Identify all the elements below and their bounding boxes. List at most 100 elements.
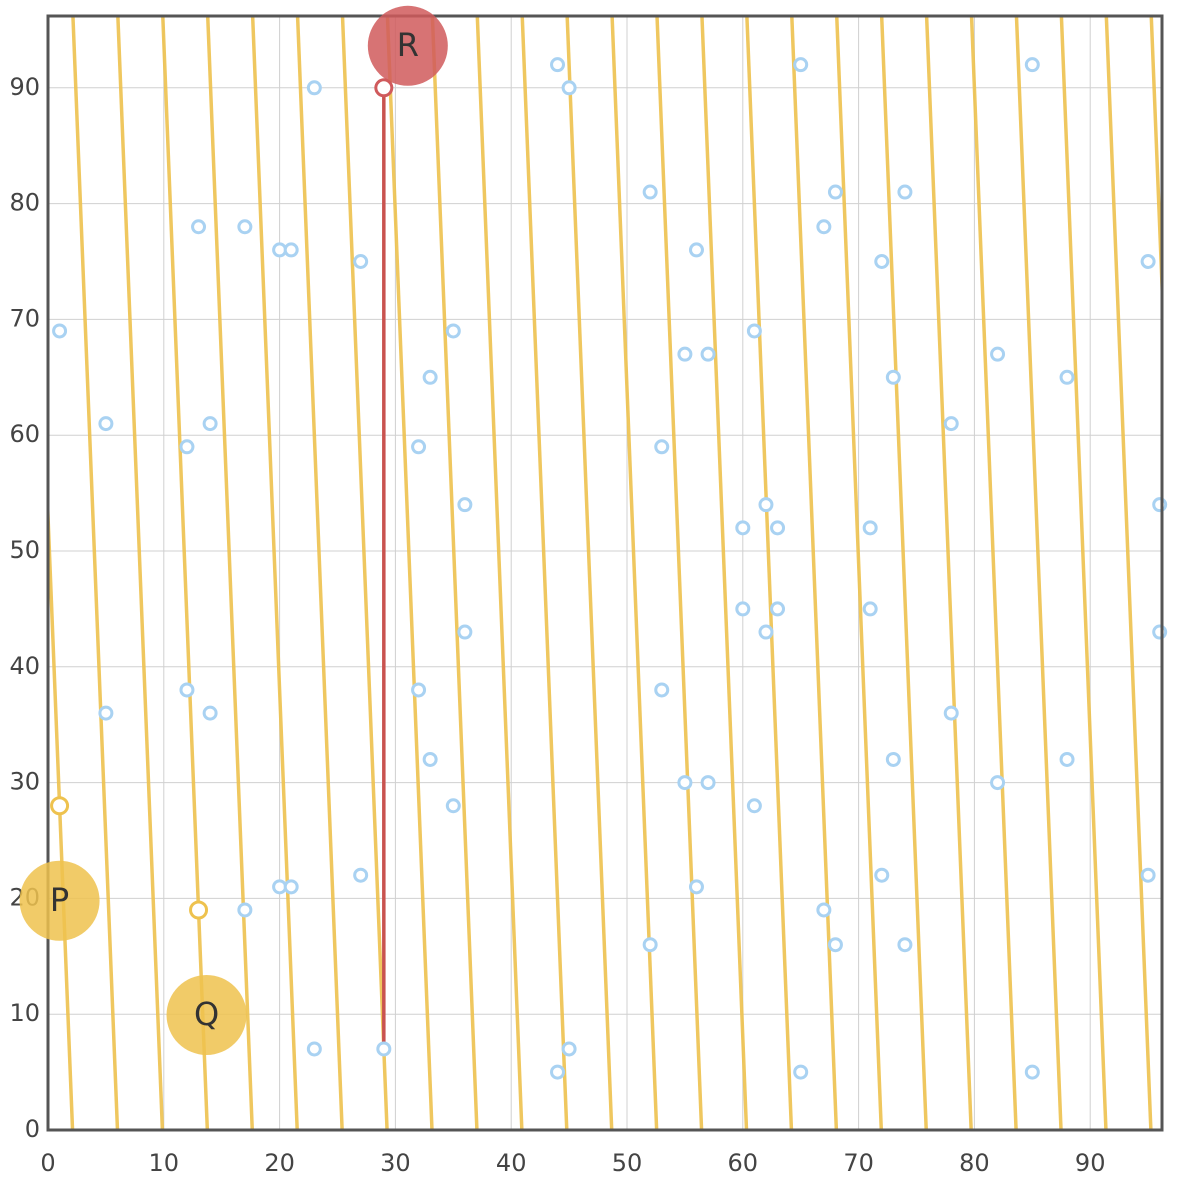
curve-point <box>827 184 843 200</box>
chord-line <box>161 16 210 1130</box>
chord-line <box>250 16 299 1130</box>
curve-point <box>758 624 774 640</box>
curve-point <box>353 253 369 269</box>
curve-point <box>98 705 114 721</box>
y-tick-label: 70 <box>9 304 40 332</box>
curve-point <box>874 253 890 269</box>
curve-point <box>885 369 901 385</box>
curve-point <box>306 1041 322 1057</box>
curve-point <box>306 80 322 96</box>
curve-point <box>1059 369 1075 385</box>
plot-frame <box>46 14 1164 1132</box>
curve-point <box>862 520 878 536</box>
curve-point <box>98 416 114 432</box>
point-label: Q <box>194 995 219 1033</box>
curve-point <box>746 323 762 339</box>
curve-point <box>990 346 1006 362</box>
chord-line <box>475 16 524 1130</box>
curve-point <box>897 937 913 953</box>
curve-point <box>770 520 786 536</box>
line-group <box>0 4 1162 1141</box>
curve-point <box>816 902 832 918</box>
chord-line <box>48 472 75 1130</box>
chord-line <box>1059 16 1108 1130</box>
curve-point <box>943 416 959 432</box>
curve-point <box>700 775 716 791</box>
curve-point <box>202 416 218 432</box>
curve-point <box>445 323 461 339</box>
y-tick-label: 10 <box>9 999 40 1027</box>
curve-point <box>283 242 299 258</box>
curve-point <box>445 798 461 814</box>
y-tick-label: 40 <box>9 652 40 680</box>
curve-point <box>457 624 473 640</box>
chord-line <box>295 16 344 1130</box>
special-point <box>50 796 70 816</box>
curve-point <box>457 497 473 513</box>
curve-point <box>688 242 704 258</box>
chord-line <box>745 16 794 1130</box>
curve-point <box>283 879 299 895</box>
curve-point <box>550 57 566 73</box>
chord-line <box>700 16 749 1130</box>
curve-point <box>654 439 670 455</box>
chord-line <box>1104 16 1153 1130</box>
x-tick-label: 0 <box>40 1149 55 1177</box>
curve-point <box>816 219 832 235</box>
chord-line <box>790 16 839 1130</box>
chord-line <box>924 16 973 1130</box>
special-point <box>374 78 394 98</box>
x-tick-label: 90 <box>1075 1149 1106 1177</box>
curve-point <box>202 705 218 721</box>
x-tick-label: 40 <box>496 1149 527 1177</box>
curve-point <box>827 937 843 953</box>
curve-point <box>422 369 438 385</box>
x-tick-label: 30 <box>380 1149 411 1177</box>
y-tick-label: 50 <box>9 536 40 564</box>
y-tick-label: 60 <box>9 420 40 448</box>
curve-point <box>422 751 438 767</box>
curve-point <box>1059 751 1075 767</box>
curve-point <box>237 219 253 235</box>
curve-point <box>793 57 809 73</box>
curve-point <box>735 601 751 617</box>
curve-point <box>758 497 774 513</box>
curve-point <box>677 346 693 362</box>
chord-line <box>610 16 659 1130</box>
curve-point <box>561 1041 577 1057</box>
curve-point <box>943 705 959 721</box>
curve-point <box>862 601 878 617</box>
chord-line <box>71 16 120 1130</box>
curve-point <box>376 1041 392 1057</box>
point-badge <box>367 5 448 86</box>
curve-point <box>52 323 68 339</box>
curve-point <box>642 937 658 953</box>
curve-point <box>1140 867 1156 883</box>
curve-point <box>885 751 901 767</box>
curve-point <box>411 682 427 698</box>
point-badge <box>166 974 247 1055</box>
chord-line <box>116 16 165 1130</box>
chord-line <box>969 16 1018 1130</box>
x-tick-label: 70 <box>843 1149 874 1177</box>
curve-point <box>237 902 253 918</box>
point-label: P <box>50 881 69 919</box>
curve-point <box>770 601 786 617</box>
x-tick-label: 50 <box>612 1149 643 1177</box>
y-tick-label: 30 <box>9 768 40 796</box>
curve-point <box>1024 1064 1040 1080</box>
curve-point <box>642 184 658 200</box>
y-tick-label: 90 <box>9 73 40 101</box>
curve-point <box>746 798 762 814</box>
curve-point <box>688 879 704 895</box>
curve-point <box>179 682 195 698</box>
y-tick-label: 80 <box>9 189 40 217</box>
curve-point <box>654 682 670 698</box>
curve-point <box>677 775 693 791</box>
chord-line <box>1014 16 1063 1130</box>
curve-point <box>561 80 577 96</box>
chord-line <box>0 4 28 1141</box>
chord-line <box>834 16 884 1130</box>
